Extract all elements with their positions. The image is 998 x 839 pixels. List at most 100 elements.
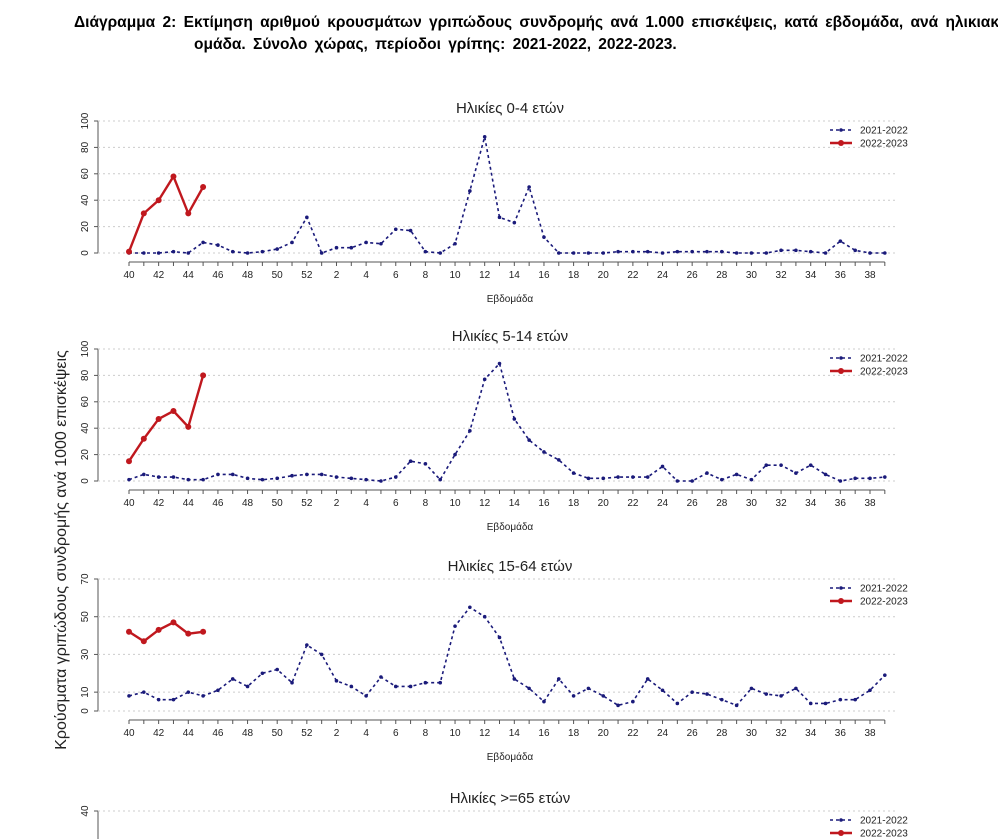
x-tick-label: 16 xyxy=(538,270,550,281)
data-point xyxy=(379,675,383,679)
data-point xyxy=(230,677,235,681)
data-point xyxy=(556,458,561,462)
data-point xyxy=(482,614,487,619)
data-point xyxy=(305,643,309,647)
data-point xyxy=(823,251,828,255)
x-tick-label: 8 xyxy=(423,728,429,739)
y-tick-label: 30 xyxy=(80,648,91,660)
x-tick-label: 14 xyxy=(509,270,521,281)
x-tick-label: 52 xyxy=(301,728,313,739)
data-point xyxy=(393,227,398,232)
data-point xyxy=(185,423,192,430)
x-tick-label: 24 xyxy=(657,270,669,281)
data-point xyxy=(186,690,191,694)
data-point xyxy=(200,372,207,379)
data-point xyxy=(794,471,798,475)
y-tick-label: 40 xyxy=(80,805,91,817)
data-point xyxy=(690,249,694,254)
data-point xyxy=(245,684,250,689)
data-point xyxy=(453,452,457,457)
data-point xyxy=(423,249,428,254)
series xyxy=(127,605,887,708)
x-tick-label: 34 xyxy=(805,270,817,281)
x-tick-label: 12 xyxy=(479,270,491,281)
data-point xyxy=(542,450,546,454)
data-point xyxy=(734,472,739,477)
y-tick-label: 100 xyxy=(80,340,91,357)
x-tick-label: 32 xyxy=(776,498,788,509)
data-point xyxy=(645,249,650,254)
data-point xyxy=(468,189,472,193)
data-point xyxy=(690,690,694,694)
x-tick-label: 30 xyxy=(746,270,758,281)
x-tick-label: 12 xyxy=(479,498,491,509)
data-point xyxy=(497,215,502,220)
data-point xyxy=(868,251,872,255)
y-tick-label: 0 xyxy=(80,478,91,484)
legend-label: 2022-2023 xyxy=(860,139,908,150)
chart-title: Ηλικίες >=65 ετών xyxy=(450,790,571,807)
data-point xyxy=(140,210,147,217)
x-tick-label: 48 xyxy=(242,728,254,739)
data-point xyxy=(631,475,635,479)
x-tick-label: 28 xyxy=(716,498,728,509)
data-point xyxy=(408,684,413,689)
series xyxy=(127,135,887,255)
data-point xyxy=(171,475,176,479)
data-point xyxy=(616,703,620,708)
x-tick-label: 14 xyxy=(509,498,521,509)
data-point xyxy=(408,228,413,233)
data-point xyxy=(364,477,368,482)
data-point xyxy=(200,184,207,190)
data-point xyxy=(571,694,576,698)
legend-label: 2021-2022 xyxy=(860,354,908,365)
data-point xyxy=(883,673,887,677)
data-point xyxy=(586,476,591,481)
x-tick-label: 48 xyxy=(242,498,254,509)
data-point xyxy=(364,240,368,245)
data-point xyxy=(512,677,517,681)
x-axis-label: Εβδομάδα xyxy=(487,521,534,533)
data-point xyxy=(764,463,769,467)
data-point xyxy=(601,251,606,255)
data-point xyxy=(705,471,709,475)
data-point xyxy=(200,628,207,635)
data-point xyxy=(186,251,191,255)
chart-title: Ηλικίες 5-14 ετών xyxy=(452,328,568,345)
data-point xyxy=(290,473,294,478)
data-point xyxy=(156,251,161,255)
legend-marker xyxy=(839,128,843,132)
x-tick-label: 30 xyxy=(746,498,758,509)
data-point xyxy=(423,680,428,685)
x-tick-label: 2 xyxy=(334,270,340,281)
x-tick-label: 10 xyxy=(449,270,461,281)
data-point xyxy=(808,701,813,706)
data-point xyxy=(275,476,280,481)
x-tick-label: 24 xyxy=(657,728,669,739)
x-tick-label: 46 xyxy=(212,498,224,509)
x-tick-label: 32 xyxy=(776,728,788,739)
x-tick-label: 48 xyxy=(242,270,254,281)
data-point xyxy=(127,694,131,698)
data-point xyxy=(245,476,250,481)
x-tick-label: 18 xyxy=(568,270,580,281)
data-point xyxy=(260,249,265,254)
data-point xyxy=(645,475,650,479)
data-point xyxy=(542,235,546,239)
x-tick-label: 28 xyxy=(716,270,728,281)
data-point xyxy=(764,692,769,696)
data-point xyxy=(631,249,635,254)
data-point xyxy=(155,626,162,633)
x-tick-label: 34 xyxy=(805,498,817,509)
legend-label: 2021-2022 xyxy=(860,816,908,827)
data-point xyxy=(408,459,413,464)
data-point xyxy=(512,220,517,225)
data-point xyxy=(186,477,191,482)
y-tick-label: 40 xyxy=(80,194,91,206)
x-tick-label: 16 xyxy=(538,728,550,739)
data-point xyxy=(185,630,192,637)
data-point xyxy=(438,477,443,482)
data-point xyxy=(883,475,887,479)
